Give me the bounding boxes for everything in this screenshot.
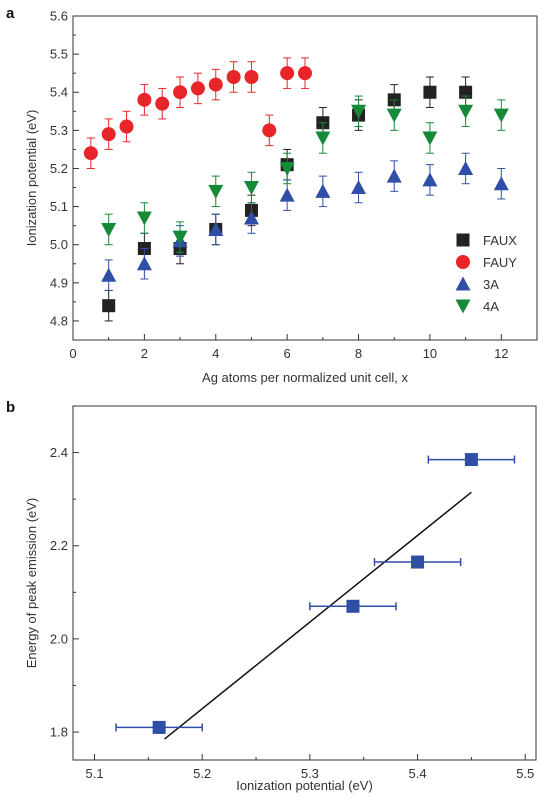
x-tick-label: 0: [69, 346, 76, 361]
data-point: [102, 299, 116, 313]
data-point: [136, 256, 152, 271]
legend-label-FAUY: FAUY: [483, 255, 517, 270]
data-point: [411, 555, 425, 569]
data-point: [155, 96, 170, 111]
x-tick-label: 10: [423, 346, 437, 361]
data-point: [386, 108, 402, 123]
data-point: [243, 210, 259, 225]
x-tick-label: 2: [141, 346, 148, 361]
y-tick-label: 2.4: [50, 445, 68, 460]
data-point: [136, 211, 152, 226]
data-point: [101, 127, 116, 142]
data-point: [280, 66, 295, 81]
x-axis-label: Ionization potential (eV): [236, 778, 373, 793]
legend: FAUX FAUY 3A 4A: [455, 233, 517, 314]
x-tick-label: 6: [284, 346, 291, 361]
y-axis-label: Ionization potential (eV): [24, 110, 39, 247]
data-point: [173, 85, 188, 100]
y-tick-label: 4.8: [50, 313, 68, 328]
x-tick-label: 5.2: [193, 766, 211, 781]
x-tick-label: 5.4: [409, 766, 427, 781]
legend-marker-4A: [455, 299, 471, 314]
x-tick-label: 8: [355, 346, 362, 361]
data-point: [279, 161, 295, 176]
data-point: [315, 131, 331, 146]
x-tick-label: 5.3: [301, 766, 319, 781]
data-point: [226, 69, 241, 84]
data-point: [208, 184, 224, 199]
series-3A: [101, 152, 509, 291]
y-tick-label: 5.4: [50, 85, 68, 100]
x-tick-label: 5.5: [516, 766, 534, 781]
data-point: [315, 183, 331, 198]
data-point: [101, 267, 117, 282]
y-tick-label: 2.2: [50, 538, 68, 553]
y-axis-label: Energy of peak emission (eV): [24, 498, 39, 669]
y-tick-label: 1.8: [50, 725, 68, 740]
panel-b-axes-frame: [72, 405, 537, 761]
data-point: [208, 77, 223, 92]
data-point: [493, 108, 509, 123]
y-tick-label: 5.0: [50, 237, 68, 252]
data-point: [464, 453, 478, 467]
data-point: [422, 172, 438, 187]
data-point: [458, 104, 474, 119]
legend-label-3A: 3A: [483, 277, 499, 292]
data-point: [244, 69, 259, 84]
y-tick-label: 2.0: [50, 631, 68, 646]
data-point: [137, 92, 152, 107]
data-point: [101, 222, 117, 237]
y-tick-label: 4.9: [50, 275, 68, 290]
x-tick-label: 5.1: [85, 766, 103, 781]
legend-marker-FAUY: [456, 255, 470, 269]
panel-a-chart: 0 2 4 6 8 10 12 4.8 4.9 5.0 5.1 5.2 5.3 5.4 5.5 5.6 Ag a…: [24, 9, 538, 385]
legend-label-4A: 4A: [483, 299, 499, 314]
panel-a-letter: a: [6, 5, 15, 22]
panel-b-letter: b: [6, 399, 15, 416]
series-4A: [101, 95, 509, 253]
data-point: [493, 176, 509, 191]
data-point: [190, 81, 205, 96]
y-tick-label: 5.1: [50, 199, 68, 214]
data-point: [346, 599, 360, 613]
y-tick-label: 5.3: [50, 123, 68, 138]
data-point: [386, 168, 402, 183]
data-point: [298, 66, 312, 81]
data-point: [279, 187, 295, 202]
y-tick-label: 5.5: [50, 47, 68, 62]
panel-a-axes-frame: [72, 15, 538, 341]
x-tick-label: 4: [212, 346, 219, 361]
data-point: [119, 119, 134, 134]
y-tick-label: 5.6: [50, 9, 68, 24]
data-point: [152, 720, 166, 734]
data-point: [172, 230, 188, 245]
x-axis-label: Ag atoms per normalized unit cell, x: [202, 370, 408, 385]
data-point: [459, 85, 473, 99]
series-b-0: [115, 453, 516, 734]
x-tick-label: 12: [494, 346, 508, 361]
data-point: [83, 146, 98, 161]
data-point: [262, 123, 277, 138]
legend-marker-3A: [455, 276, 471, 291]
series-FAUY: [83, 57, 312, 169]
legend-label-FAUX: FAUX: [483, 233, 517, 248]
data-point: [208, 221, 224, 236]
data-point: [351, 104, 367, 119]
panel-b-chart: 5.1 5.2 5.3 5.4 5.5 1.8 2.0 2.2 2.4 Ionization po…: [24, 405, 537, 793]
data-point: [422, 131, 438, 146]
data-point: [243, 181, 259, 196]
legend-marker-FAUX: [456, 233, 470, 247]
data-point: [423, 85, 437, 99]
y-tick-label: 5.2: [50, 161, 68, 176]
data-point: [351, 180, 367, 195]
fit-line: [164, 491, 472, 740]
data-point: [458, 160, 474, 175]
